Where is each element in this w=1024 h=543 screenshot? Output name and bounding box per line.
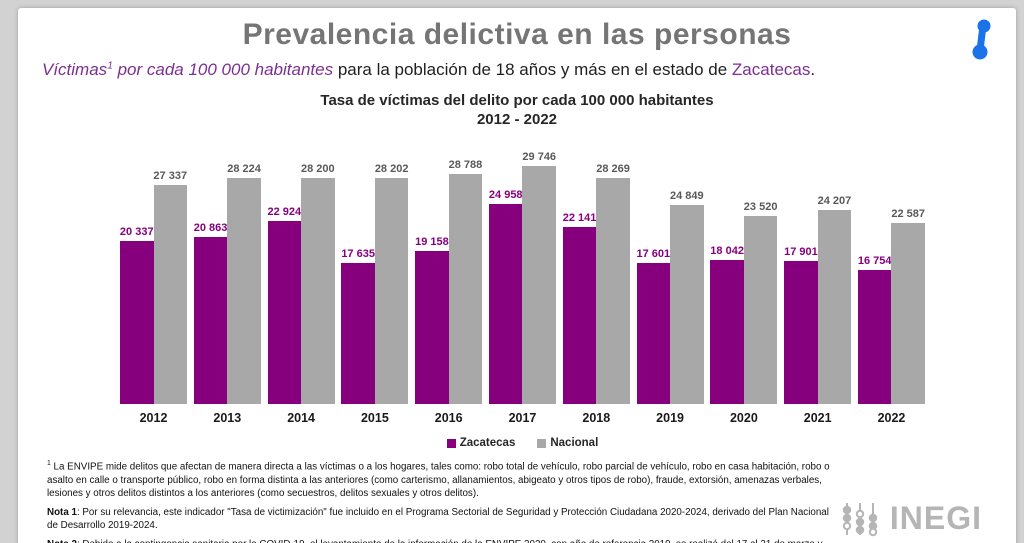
bar-nacional-2014: 28 200: [301, 163, 335, 404]
legend-label-zacatecas: Zacatecas: [459, 437, 516, 449]
bar-value-zacatecas-2018: 22 141: [562, 212, 597, 224]
bar-value-zacatecas-2021: 17 901: [784, 246, 818, 258]
bar-zacatecas-2016: 19 158: [415, 236, 449, 404]
subtitle-victims-label: Víctimas: [42, 60, 108, 79]
chart-legend: Zacatecas Nacional: [120, 437, 925, 449]
bar-nacional-2018: 28 269: [596, 163, 630, 404]
bar-value-nacional-2012: 27 337: [153, 170, 188, 182]
bar-group-2014: 22 924 28 200: [268, 163, 335, 404]
bar-nacional-2020: 23 520: [744, 201, 777, 404]
bar-group-2013: 20 863 28 224: [194, 163, 261, 404]
bar-value-nacional-2014: 28 200: [301, 163, 335, 175]
chart-x-axis: 2012 2013 2014 2015 2016 2017 2018 2019 2020 2021…: [120, 411, 925, 425]
bar-chart: 20 337 27 337 20 863 28 224 22 924 28 200 17 6…: [120, 151, 925, 449]
subtitle-footnote-marker: 1: [107, 60, 113, 72]
legend-item-zacatecas: Zacatecas: [446, 437, 516, 449]
footnote-nota-1: Nota 1: Por su relevancia, este indicado…: [47, 506, 829, 532]
inegi-abacus-icon: [842, 502, 878, 536]
bar-nacional-2015: 28 202: [375, 163, 408, 404]
bar-value-nacional-2019: 24 849: [670, 190, 704, 202]
bar-value-zacatecas-2016: 19 158: [415, 236, 449, 248]
bar-value-nacional-2015: 28 202: [374, 163, 409, 175]
bar-nacional-2012: 27 337: [153, 170, 187, 404]
subtitle-population-text: para la población de 18 años y más en el…: [333, 60, 732, 79]
bar-value-nacional-2021: 24 207: [817, 195, 852, 207]
legend-item-nacional: Nacional: [537, 437, 598, 449]
bar-zacatecas-2022: 16 754: [858, 255, 892, 404]
bar-zacatecas-2019: 17 601: [637, 248, 670, 404]
bar-zacatecas-2021: 17 901: [784, 246, 818, 404]
document-page: Prevalencia delictiva en las personas Ví…: [18, 8, 1016, 543]
bar-zacatecas-2012: 20 337: [120, 226, 154, 404]
subtitle-period: .: [810, 60, 816, 79]
footnote-1: 1 La ENVIPE mide delitos que afectan de …: [47, 460, 830, 500]
bar-group-2022: 16 754 22 587: [858, 208, 925, 404]
bar-value-zacatecas-2022: 16 754: [857, 255, 892, 267]
legend-label-nacional: Nacional: [550, 437, 599, 449]
bar-group-2017: 24 958 29 746: [489, 151, 556, 404]
bar-group-2019: 17 601 24 849: [637, 190, 704, 404]
bar-nacional-2016: 28 788: [449, 159, 482, 404]
bar-value-nacional-2017: 29 746: [522, 151, 557, 163]
inegi-logo: INEGI: [840, 500, 982, 537]
page-title: Prevalencia delictiva en las personas: [242, 18, 792, 51]
bar-value-zacatecas-2015: 17 635: [341, 248, 375, 260]
bar-value-zacatecas-2019: 17 601: [636, 248, 671, 260]
bar-value-nacional-2018: 28 269: [596, 163, 630, 175]
chart-plot-area: 20 337 27 337 20 863 28 224 22 924 28 200 17 6…: [120, 151, 925, 404]
bar-value-zacatecas-2020: 18 042: [710, 245, 744, 257]
bar-nacional-2013: 28 224: [227, 163, 261, 404]
bar-value-zacatecas-2017: 24 958: [488, 189, 523, 201]
scroll-drag-handle-icon[interactable]: [968, 18, 994, 62]
bar-nacional-2019: 24 849: [670, 190, 704, 404]
bar-value-zacatecas-2014: 22 924: [267, 206, 302, 218]
x-axis-label-2013: 2013: [213, 411, 242, 425]
bar-group-2018: 22 141 28 269: [563, 163, 630, 404]
bar-group-2015: 17 635 28 202: [341, 163, 408, 404]
bar-nacional-2017: 29 746: [522, 151, 556, 404]
x-axis-label-2021: 2021: [803, 411, 832, 425]
bar-zacatecas-2020: 18 042: [710, 245, 744, 404]
footnotes-block: 1 La ENVIPE mide delitos que afectan de …: [47, 459, 835, 543]
chart-year-range: 2012 - 2022: [476, 111, 558, 128]
x-axis-label-2012: 2012: [139, 411, 168, 425]
inegi-logo-text: INEGI: [889, 500, 982, 536]
x-axis-label-2017: 2017: [508, 411, 537, 425]
chart-title: Tasa de víctimas del delito por cada 100…: [320, 92, 714, 109]
bar-zacatecas-2014: 22 924: [268, 206, 301, 404]
bar-group-2016: 19 158 28 788: [415, 159, 482, 404]
bar-zacatecas-2017: 24 958: [489, 189, 523, 404]
bar-zacatecas-2013: 20 863: [194, 222, 227, 404]
legend-swatch-nacional: [537, 438, 547, 448]
bar-zacatecas-2018: 22 141: [563, 212, 596, 404]
x-axis-label-2020: 2020: [729, 411, 758, 425]
bar-group-2012: 20 337 27 337: [120, 170, 187, 404]
bar-zacatecas-2015: 17 635: [341, 248, 375, 404]
bar-value-nacional-2013: 28 224: [227, 163, 261, 175]
x-axis-label-2015: 2015: [360, 411, 389, 425]
bar-value-nacional-2020: 23 520: [743, 201, 778, 213]
bar-group-2020: 18 042 23 520: [710, 201, 777, 404]
bar-value-nacional-2016: 28 788: [448, 159, 483, 171]
x-axis-label-2014: 2014: [287, 411, 315, 425]
subtitle-state-name: Zacatecas: [731, 60, 811, 79]
legend-swatch-zacatecas: [446, 438, 456, 448]
x-axis-label-2019: 2019: [656, 411, 684, 425]
bar-group-2021: 17 901 24 207: [784, 195, 851, 404]
bar-nacional-2022: 22 587: [891, 208, 925, 404]
x-axis-label-2018: 2018: [582, 411, 611, 425]
bar-nacional-2021: 24 207: [818, 195, 851, 404]
x-axis-label-2022: 2022: [877, 411, 906, 425]
bar-value-zacatecas-2012: 20 337: [119, 226, 154, 238]
bar-value-nacional-2022: 22 587: [891, 208, 926, 220]
bar-value-zacatecas-2013: 20 863: [193, 222, 228, 234]
x-axis-label-2016: 2016: [434, 411, 463, 425]
footnote-nota-2: Nota 2: Debido a la contingencia sanitar…: [47, 538, 835, 543]
subtitle-rate-label: por cada 100 000 habitantes: [112, 60, 334, 79]
page-subtitle: Víctimas1 por cada 100 000 habitantes pa…: [42, 60, 1016, 80]
